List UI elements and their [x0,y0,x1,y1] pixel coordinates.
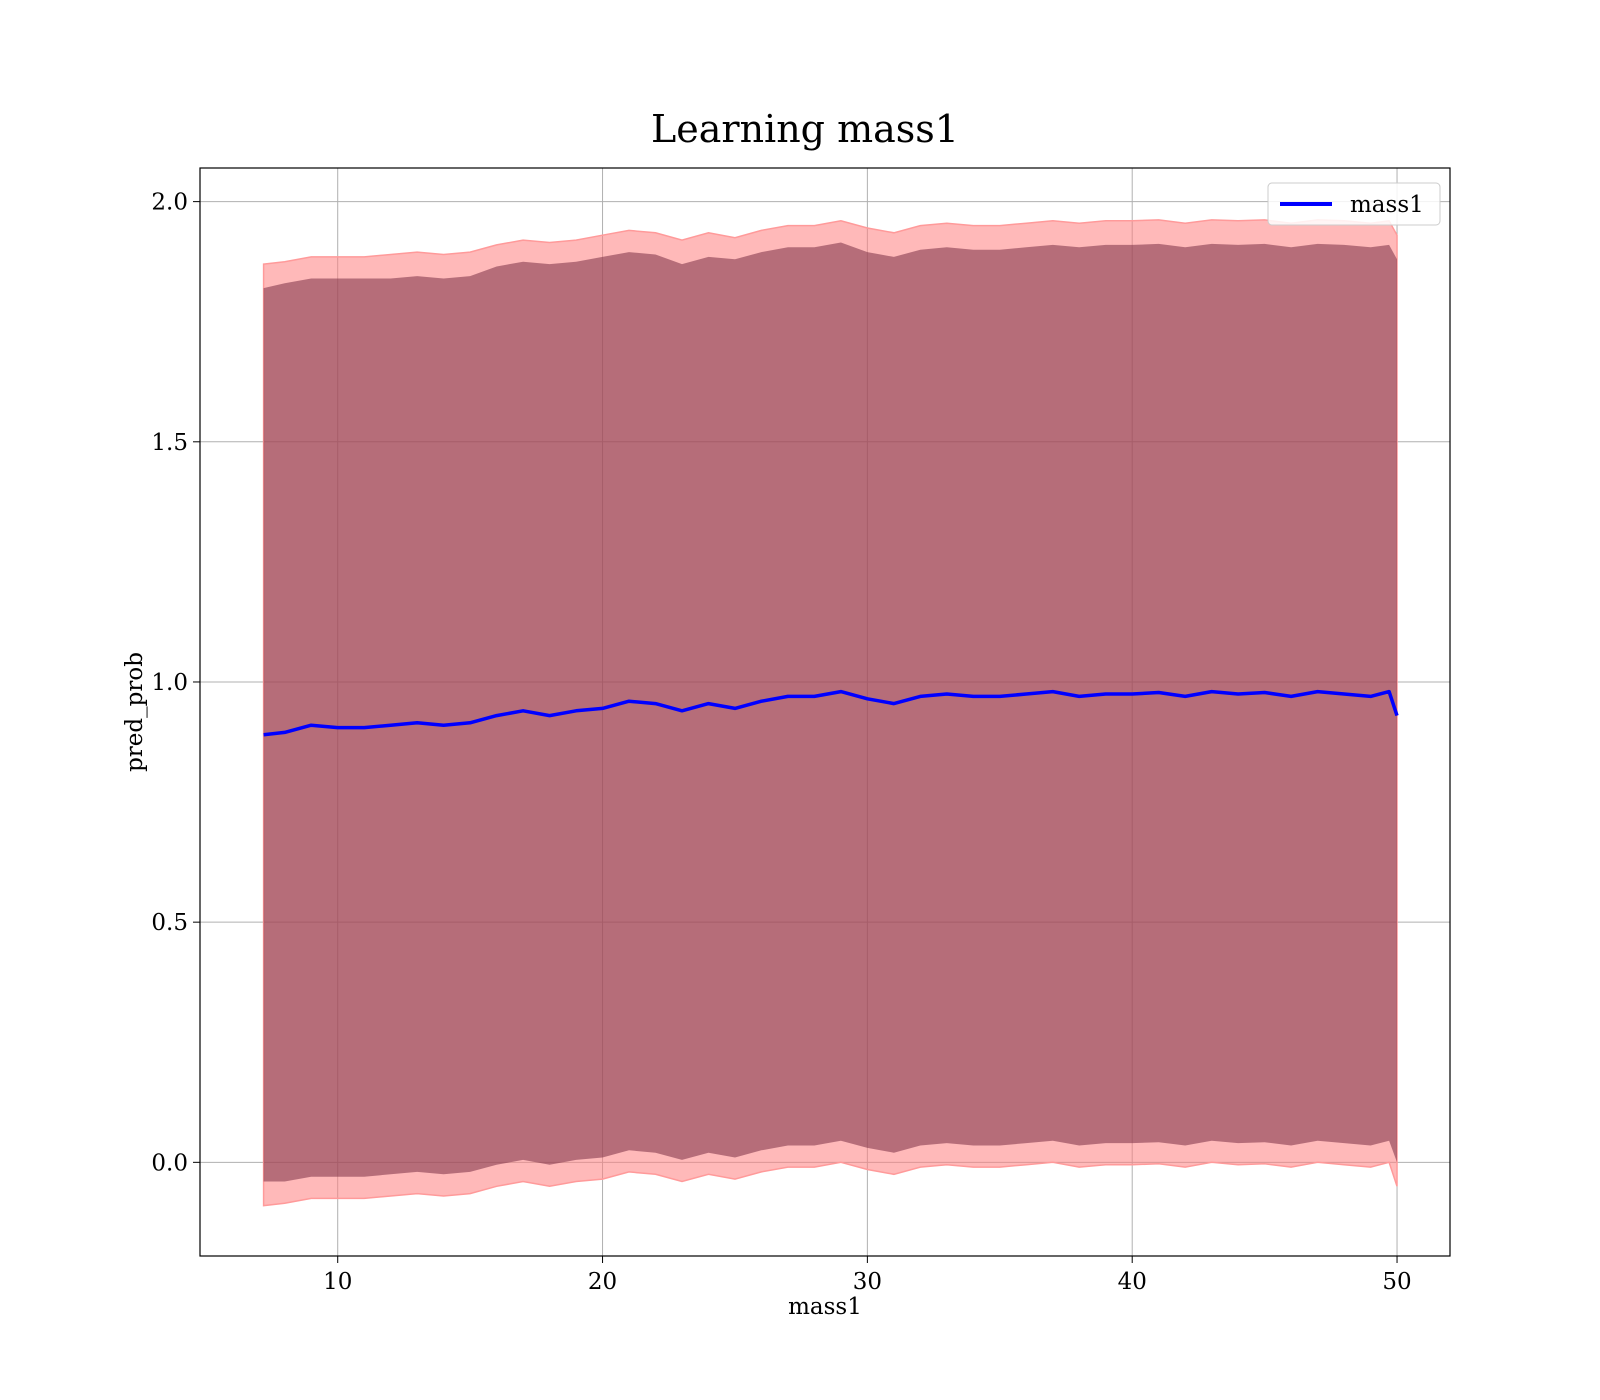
plot-area [199,167,1451,1257]
inner-confidence-band [263,242,1398,1182]
x-axis-ticks: 10 20 30 40 50 [323,1256,1412,1295]
confidence-bands [262,219,1398,1207]
plot-frame [199,167,1451,1257]
x-tick-label: 40 [1118,1269,1147,1295]
x-axis-label: mass1 [788,1294,862,1320]
y-tick-label: 1.5 [151,430,188,456]
legend-label-mass1: mass1 [1350,192,1424,218]
x-tick-label: 30 [853,1269,882,1295]
x-tick-label: 10 [323,1269,352,1295]
legend: mass1 [1267,182,1441,226]
y-axis-ticks: 0.0 0.5 1.0 1.5 2.0 [151,190,200,1176]
chart-title: Learning mass1 [651,107,959,151]
x-tick-label: 50 [1382,1269,1411,1295]
y-tick-label: 0.0 [151,1150,188,1176]
y-tick-label: 1.0 [151,670,188,696]
x-tick-label: 20 [588,1269,617,1295]
series-line-mass1 [263,689,1399,737]
series-lines [263,689,1399,737]
y-tick-label: 2.0 [151,190,188,216]
y-axis-label: pred_prob [122,652,148,772]
y-tick-label: 0.5 [151,910,188,936]
legend-box [1267,182,1441,226]
